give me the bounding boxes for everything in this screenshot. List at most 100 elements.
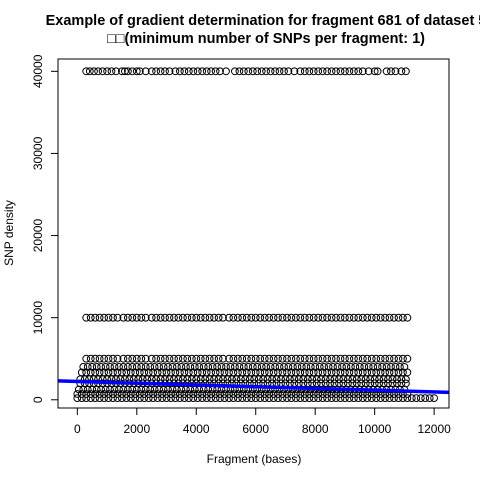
data-point (350, 67, 358, 76)
data-point (323, 354, 332, 363)
data-point (394, 313, 403, 322)
x-tick-label: 8000 (302, 422, 329, 436)
data-point (345, 67, 354, 76)
data-point (152, 67, 161, 76)
data-point (367, 394, 376, 403)
data-point (399, 354, 407, 363)
x-axis: 0 2000 4000 6000 8000 10000 12000 (74, 407, 451, 436)
data-point (131, 390, 140, 398)
data-point (107, 67, 116, 76)
data-point (211, 67, 220, 76)
data-point (354, 394, 363, 403)
data-point (370, 67, 379, 76)
data-point (309, 390, 318, 398)
data-point (247, 354, 256, 363)
data-point (256, 313, 265, 322)
data-point (198, 67, 207, 76)
data-point (210, 313, 219, 322)
data-point (379, 375, 388, 384)
data-point (242, 313, 251, 322)
data-point (294, 375, 303, 384)
data-point (283, 313, 291, 322)
data-point (391, 67, 400, 76)
data-point (228, 375, 236, 384)
data-point (358, 313, 367, 322)
data-point (296, 394, 305, 403)
data-point (128, 67, 137, 76)
data-point (314, 390, 323, 398)
data-point (171, 67, 180, 76)
data-point (283, 354, 291, 363)
data-point (358, 354, 367, 363)
data-point (180, 67, 189, 76)
data-point (179, 354, 187, 363)
data-point (121, 67, 129, 76)
y-axis: 0 10000 20000 30000 40000 (31, 54, 59, 403)
data-point (82, 67, 91, 76)
data-point (309, 394, 318, 403)
data-point (147, 313, 156, 322)
data-point (332, 313, 340, 322)
data-point (416, 394, 425, 403)
data-point (128, 354, 137, 363)
data-point (158, 394, 167, 403)
data-point (124, 67, 132, 76)
data-point (280, 67, 288, 76)
data-point (219, 375, 227, 384)
data-point (73, 390, 82, 398)
data-point (229, 313, 238, 322)
data-point (201, 354, 210, 363)
data-point (421, 394, 430, 403)
data-point (95, 313, 104, 322)
data-point (238, 394, 247, 403)
data-point (350, 354, 358, 363)
data-point (314, 394, 323, 403)
data-point (385, 313, 394, 322)
data-point (162, 390, 171, 398)
data-point (165, 67, 174, 76)
data-point (350, 313, 358, 322)
data-point (277, 375, 285, 384)
data-point (364, 67, 373, 76)
data-point (113, 313, 122, 322)
data-point (77, 390, 86, 398)
data-point (348, 375, 357, 384)
data-point (253, 67, 262, 76)
data-point (412, 394, 421, 403)
data-point (309, 313, 318, 322)
data-point (390, 394, 398, 403)
data-point (341, 67, 349, 76)
data-point (91, 394, 100, 403)
data-point (256, 390, 265, 398)
data-point (309, 67, 318, 76)
data-point (269, 313, 278, 322)
data-point (238, 354, 247, 363)
x-tick-label: 4000 (183, 422, 210, 436)
data-point (219, 313, 227, 322)
data-point (292, 313, 300, 322)
data-point (141, 67, 150, 76)
data-point (323, 313, 332, 322)
data-point (167, 390, 175, 398)
data-point (314, 354, 323, 363)
data-point (269, 354, 278, 363)
data-point (95, 390, 104, 398)
data-point (229, 390, 238, 398)
data-point (100, 390, 108, 398)
data-point (272, 375, 281, 384)
data-point (256, 394, 265, 403)
data-point (308, 375, 317, 384)
data-point (314, 67, 323, 76)
data-point (147, 354, 156, 363)
data-point (162, 394, 171, 403)
data-point (345, 354, 354, 363)
data-point (375, 375, 384, 384)
data-point (207, 390, 216, 398)
data-point (278, 390, 287, 398)
data-point (382, 67, 391, 76)
data-point (318, 354, 327, 363)
data-point (141, 313, 150, 322)
data-point (296, 313, 305, 322)
data-point (132, 354, 141, 363)
data-point (278, 394, 287, 403)
